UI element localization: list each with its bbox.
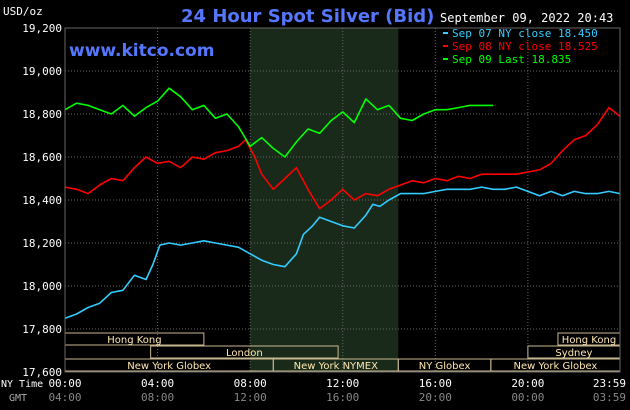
series-line: [64, 106, 621, 210]
x-tick-label-gmt: 03:59: [593, 391, 626, 404]
x-tick-label-ny: 08:00: [234, 377, 267, 390]
x-tick-label-gmt: 20:00: [419, 391, 452, 404]
market-bar-label: Hong Kong: [562, 335, 616, 346]
y-tick-label: 19,200: [22, 22, 62, 35]
y-tick-label: 19,000: [22, 65, 62, 78]
x-tick-label-ny: 20:00: [511, 377, 544, 390]
legend-bullet: [443, 58, 448, 60]
x-tick-label-gmt: 12:00: [234, 391, 267, 404]
market-bar-label: NY Globex: [419, 361, 471, 372]
x-row-label-ny: NY Time: [1, 379, 43, 390]
legend-entry: Sep 08 NY close 18.525: [452, 40, 598, 53]
y-tick-label: 18,600: [22, 151, 62, 164]
legend: Sep 07 NY close 18.450 Sep 08 NY close 1…: [443, 27, 598, 66]
y-tick-label: 17,600: [22, 366, 62, 379]
market-bar: [150, 345, 339, 359]
plot-frame: [64, 27, 621, 373]
x-axis-ticks: 00:00 04:00 08:00 12:00 16:00 20:00 23:5904:00…: [48, 377, 626, 404]
x-tick-label-ny: 04:00: [141, 377, 174, 390]
x-tick-label-gmt: 16:00: [326, 391, 359, 404]
market-bar-label: New York NYMEX: [294, 361, 379, 372]
market-bar-label: New York Globex: [127, 361, 211, 372]
series-line: [64, 186, 621, 319]
chart-title: 24 Hour Spot Silver (Bid): [181, 6, 434, 27]
y-tick-label: 18,000: [22, 280, 62, 293]
nymex-shading: [250, 28, 399, 372]
market-bar-label: London: [226, 348, 263, 359]
y-axis-label: USD/oz: [3, 5, 43, 18]
series-line: [64, 87, 494, 158]
legend-bullet: [443, 32, 448, 34]
legend-bullet: [443, 45, 448, 47]
x-row-label-gmt: GMT: [9, 393, 27, 404]
price-series: [64, 87, 621, 319]
market-bar-label: New York Globex: [513, 361, 597, 372]
y-tick-label: 18,400: [22, 194, 62, 207]
legend-entry: Sep 07 NY close 18.450: [452, 27, 598, 40]
y-tick-label: 18,200: [22, 237, 62, 250]
x-tick-label-ny: 16:00: [419, 377, 452, 390]
x-tick-label-gmt: 00:00: [511, 391, 544, 404]
y-tick-label: 17,800: [22, 323, 62, 336]
x-tick-label-ny: 00:00: [48, 377, 81, 390]
legend-entry: Sep 09 Last 18.835: [452, 53, 571, 66]
market-bar-label: Hong Kong: [107, 335, 161, 346]
x-tick-label-ny: 12:00: [326, 377, 359, 390]
timestamp: September 09, 2022 20:43: [440, 11, 613, 25]
y-tick-label: 18,800: [22, 108, 62, 121]
website-link[interactable]: www.kitco.com: [69, 41, 214, 61]
x-tick-label-gmt: 08:00: [141, 391, 174, 404]
x-tick-label-ny: 23:59: [593, 377, 626, 390]
x-tick-label-gmt: 04:00: [48, 391, 81, 404]
y-axis-ticks: 19,200 19,000 18,800 18,600 18,400 18,200 18,0…: [22, 22, 62, 379]
market-bar-label: Sydney: [555, 348, 592, 359]
